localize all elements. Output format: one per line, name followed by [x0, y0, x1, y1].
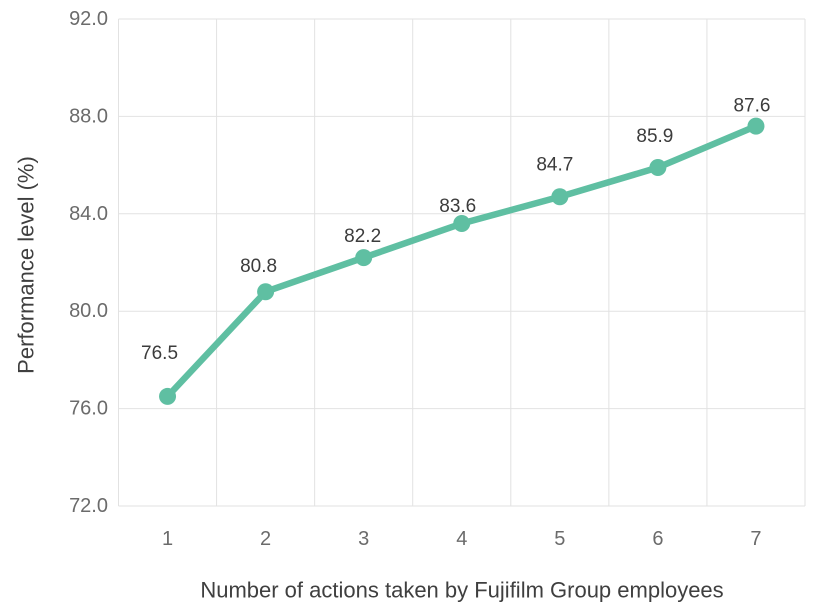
x-tick-label: 3: [358, 528, 369, 550]
data-point-marker: [747, 117, 765, 135]
data-point-marker: [649, 159, 667, 177]
x-tick-label: 4: [456, 528, 467, 550]
x-axis-title: Number of actions taken by Fujifilm Grou…: [200, 578, 723, 603]
data-point-marker: [355, 249, 373, 267]
y-tick-label: 72.0: [69, 495, 108, 517]
data-label-layer: 76.5 80.8 82.2 83.6 84.7 85.9 87.6: [141, 96, 770, 364]
y-tick-label: 80.0: [69, 300, 108, 322]
data-point-label: 87.6: [733, 96, 770, 117]
data-point-label: 82.2: [344, 226, 381, 247]
y-axis-title: Performance level (%): [14, 156, 39, 374]
x-tick-label: 1: [162, 528, 173, 550]
series-layer: [159, 117, 765, 405]
data-point-label: 84.7: [536, 154, 573, 175]
x-tick-label: 6: [652, 528, 663, 550]
data-point-marker: [453, 215, 471, 233]
y-tick-label: 76.0: [69, 398, 108, 420]
y-axis-tick-labels: 72.0 76.0 80.0 84.0 88.0 92.0: [69, 8, 108, 517]
data-point-marker: [257, 283, 275, 301]
data-point-marker: [159, 387, 177, 405]
data-point-label: 76.5: [141, 343, 178, 364]
y-tick-label: 84.0: [69, 203, 108, 225]
x-tick-label: 5: [554, 528, 565, 550]
x-tick-label: 7: [750, 528, 761, 550]
data-point-label: 83.6: [439, 196, 476, 217]
grid-layer: [118, 18, 806, 507]
x-tick-label: 2: [260, 528, 271, 550]
x-axis-tick-labels: 1 2 3 4 5 6 7: [162, 528, 762, 550]
data-point-label: 80.8: [240, 256, 277, 277]
y-tick-label: 92.0: [69, 8, 108, 30]
data-point-label: 85.9: [636, 126, 673, 147]
y-tick-label: 88.0: [69, 105, 108, 127]
data-point-marker: [551, 188, 569, 206]
